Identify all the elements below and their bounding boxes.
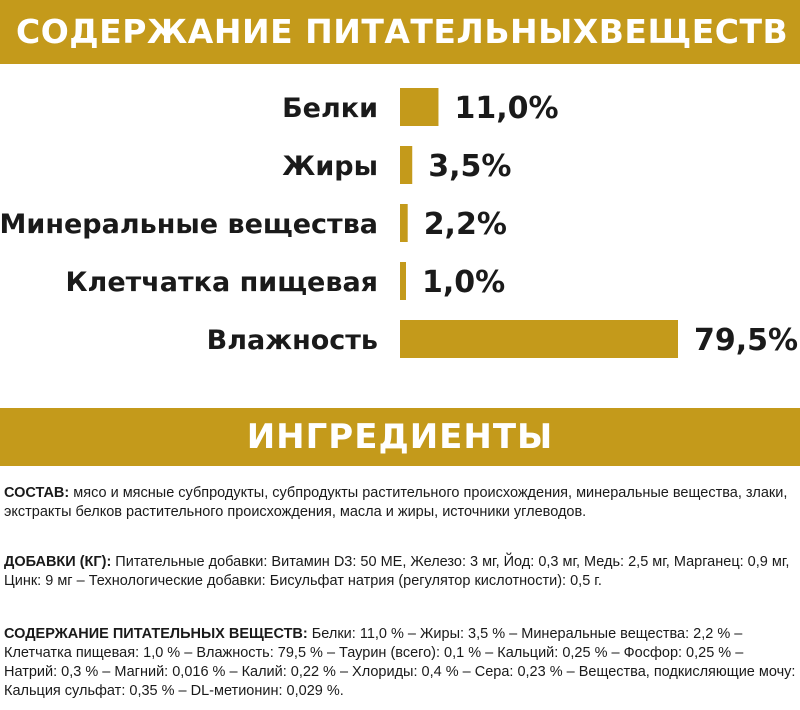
composition-text: мясо и мясные субпродукты, субпродукты р… [4, 485, 788, 520]
ingredients-banner: ИНГРЕДИЕНТЫ [0, 408, 800, 466]
bar [400, 320, 678, 358]
value-label: 2,2% [424, 207, 507, 242]
bar [400, 146, 413, 184]
value-label: 11,0% [454, 91, 558, 126]
nutrients-composition-label: СОДЕРЖАНИЕ ПИТАТЕЛЬНЫХ ВЕЩЕСТВ: [4, 626, 308, 642]
nutrients-banner: СОДЕРЖАНИЕ ПИТАТЕЛЬНЫХВЕЩЕСТВ [0, 0, 800, 64]
value-label: 1,0% [422, 265, 505, 300]
category-label: Клетчатка пищевая [65, 267, 378, 298]
value-label: 79,5% [694, 323, 798, 358]
bar [400, 204, 408, 242]
nutrients-title: СОДЕРЖАНИЕ ПИТАТЕЛЬНЫХВЕЩЕСТВ [16, 12, 789, 51]
value-label: 3,5% [428, 149, 511, 184]
bar [400, 262, 406, 300]
additives-paragraph: ДОБАВКИ (КГ): Питательные добавки: Витам… [4, 553, 796, 591]
category-label: Белки [282, 93, 378, 124]
bar [400, 88, 439, 126]
additives-text: Питательные добавки: Витамин D3: 50 МЕ, … [4, 554, 790, 589]
additives-label: ДОБАВКИ (КГ): [4, 554, 112, 570]
ingredients-title: ИНГРЕДИЕНТЫ [246, 417, 554, 457]
nutrients-bar-chart: Белки 11,0% Жиры 3,5% Минеральные вещества 2,… [0, 88, 798, 358]
category-label: Жиры [282, 151, 378, 182]
nutrients-composition-text: Белки: 11,0 % – Жиры: 3,5 % – Минеральны… [4, 626, 796, 699]
category-label: Минеральные вещества [0, 209, 378, 240]
nutrients-paragraph: СОДЕРЖАНИЕ ПИТАТЕЛЬНЫХ ВЕЩЕСТВ: Белки: 1… [4, 625, 796, 701]
composition-paragraph: СОСТАВ: мясо и мясные субпродукты, субпр… [4, 484, 796, 522]
composition-label: СОСТАВ: [4, 485, 70, 501]
category-label: Влажность [207, 325, 378, 356]
